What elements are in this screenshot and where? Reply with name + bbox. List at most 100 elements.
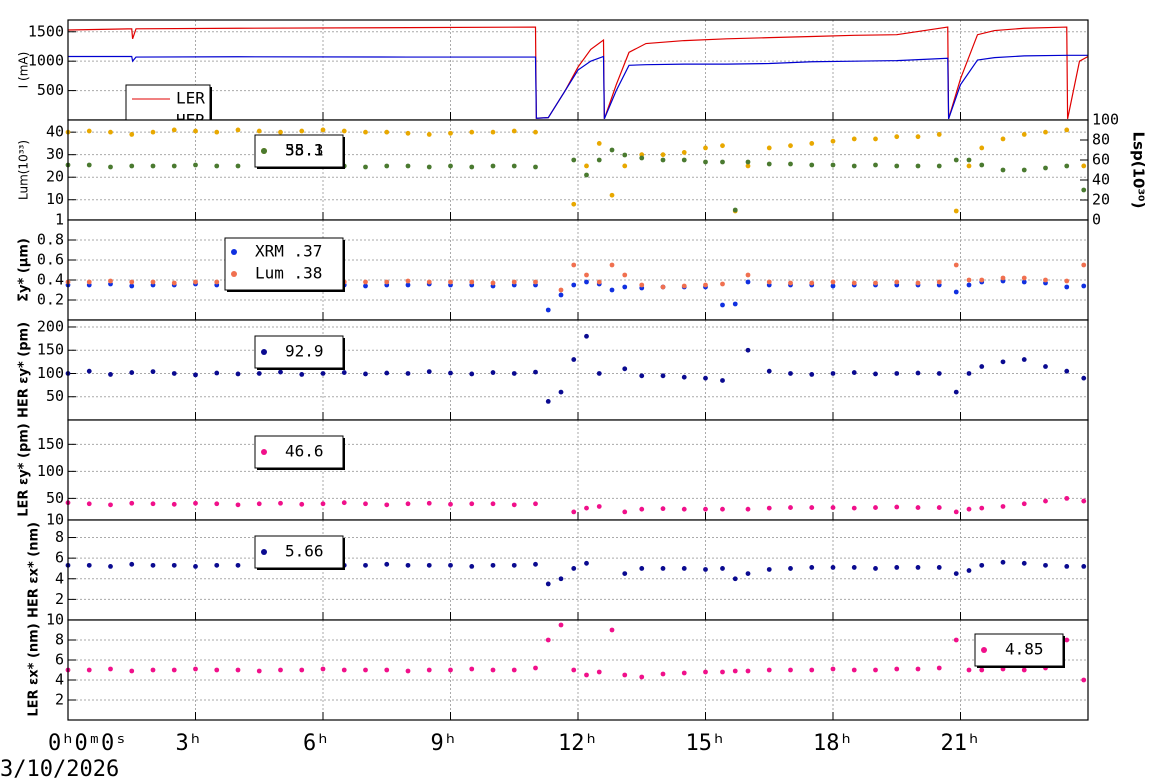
data-point [193,500,198,506]
data-point [584,333,589,339]
data-point [639,674,645,680]
data-point [915,134,921,140]
data-point [745,347,751,353]
data-point [129,163,135,169]
data-point [193,372,198,378]
data-point [703,159,708,165]
data-point [129,279,135,285]
data-point [86,279,92,285]
data-point [214,129,220,135]
data-point [171,501,177,507]
data-point [1064,637,1070,643]
data-point [936,565,942,570]
data-point [320,501,326,507]
data-point [720,378,725,383]
data-point [596,141,602,146]
legend-swatch [261,148,267,154]
data-point [426,279,432,285]
data-point [171,562,177,568]
data-point [545,398,551,404]
data-point [720,143,725,149]
data-point [1081,498,1087,504]
data-point [278,369,283,375]
data-point [426,667,432,673]
data-point [405,562,411,568]
data-point [681,374,687,380]
data-point [609,287,615,293]
data-point [596,504,602,509]
data-point [966,371,972,376]
data-point [639,155,645,161]
data-point [1043,129,1048,135]
data-point [809,565,815,570]
data-point [1081,163,1087,169]
y-axis-label: LER εx* (nm) [27,623,42,716]
data-point [426,132,432,137]
data-point [299,501,305,507]
data-point [571,262,577,268]
data-point [766,368,772,374]
data-point [639,566,645,571]
data-point [915,280,921,286]
data-point [150,369,156,375]
y-tick-label: 10 [46,190,64,208]
data-point [278,667,283,673]
legend-box [224,237,344,291]
data-point [426,562,432,568]
data-point [720,669,725,675]
data-point [171,667,177,673]
data-point [873,280,878,286]
data-point [426,369,432,375]
data-point [936,163,942,169]
data-point [1021,279,1027,285]
legend-label: 58.1 [285,141,324,160]
data-point [1064,127,1070,133]
data-point [873,162,878,168]
data-point [533,665,538,671]
data-point [469,279,475,285]
legend-box [254,134,344,168]
data-point [745,668,751,674]
x-tick-label: 9ʰ [431,731,458,756]
data-point [639,506,645,512]
legend-swatch [231,249,237,255]
y-axis-label: HER εx* (nm) [27,522,42,618]
data-point [299,372,305,377]
data-point [256,668,262,674]
data-point [703,567,708,572]
data-point [571,566,577,571]
y-tick-label: 0.4 [37,271,64,289]
y-tick-label: 40 [46,123,64,141]
data-point [894,371,900,376]
data-point [469,563,475,569]
data-point [171,127,177,133]
data-point [1081,375,1087,381]
data-point [681,283,687,289]
data-point [703,669,708,675]
data-point [363,279,368,285]
data-point [320,666,326,672]
data-point [745,272,751,278]
data-point [1000,359,1006,365]
data-point [571,667,577,673]
data-point [1021,501,1027,507]
data-point [299,128,305,134]
data-point [405,371,411,376]
data-point [1000,275,1006,281]
legend-label: 5.66 [285,542,324,561]
data-point [571,282,577,288]
data-point [86,368,92,374]
y-tick-label: 0.8 [37,231,64,249]
data-point [558,622,564,628]
y-tick-label: 150 [37,341,64,359]
data-point [788,371,793,376]
data-point [894,565,900,570]
y-tick-label: 6 [55,651,64,669]
y-tick-label: 10 [46,611,64,629]
data-point [809,280,815,286]
data-point [1043,562,1048,568]
data-point [851,280,857,286]
data-point [193,162,198,168]
data-point [1021,167,1027,173]
data-point [979,562,985,568]
